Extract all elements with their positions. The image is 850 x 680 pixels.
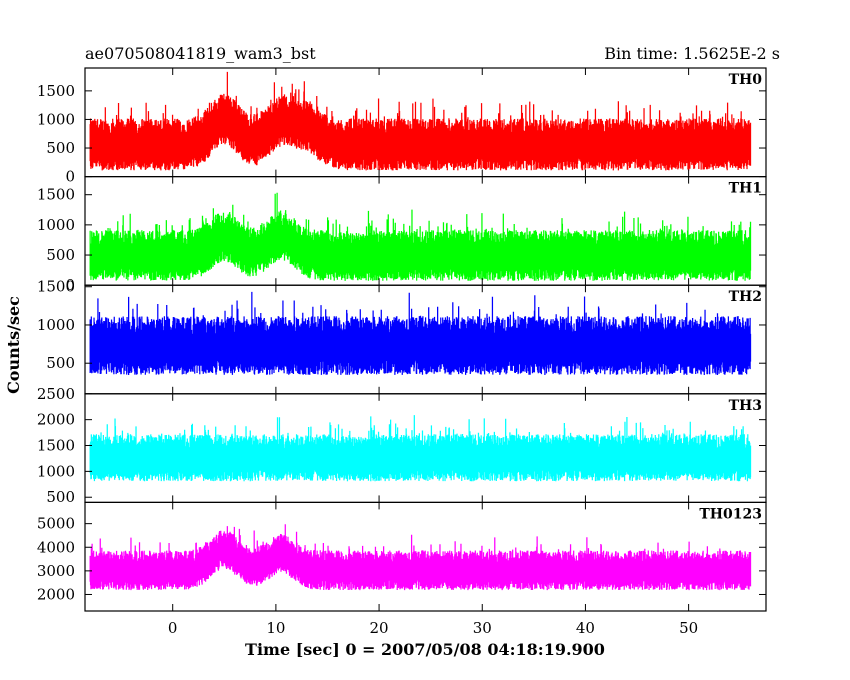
y-tick-label: 1500 xyxy=(37,437,75,455)
y-tick-label: 1500 xyxy=(37,186,75,204)
x-axis: 0 10 20 30 40 50 xyxy=(168,619,698,637)
series-th2 xyxy=(89,291,752,375)
y-tick-label: 500 xyxy=(46,246,75,264)
y-tick-label: 1500 xyxy=(37,82,75,100)
y-tick-label: 500 xyxy=(46,139,75,157)
y-tick-label: 5000 xyxy=(37,515,75,533)
y-tick-label: 1000 xyxy=(37,110,75,128)
chart-title: ae070508041819_wam3_bst xyxy=(85,44,316,63)
panel-th1: 0 500 1000 1500 TH1 xyxy=(37,176,767,294)
panel-label-th0: TH0 xyxy=(729,72,763,88)
x-tick-label: 50 xyxy=(679,619,698,637)
bin-time-label: Bin time: 1.5625E-2 s xyxy=(604,44,780,63)
y-tick-label: 500 xyxy=(46,354,75,372)
panel-th0: 0 500 1000 1500 TH0 xyxy=(37,67,767,186)
y-tick-label: 0 xyxy=(65,168,75,186)
x-tick-label: 0 xyxy=(168,619,178,637)
series-th3 xyxy=(89,415,752,482)
y-tick-label: 500 xyxy=(46,488,75,506)
x-tick-label: 30 xyxy=(473,619,492,637)
series-th0123 xyxy=(89,524,752,591)
y-tick-label: 1000 xyxy=(37,462,75,480)
panel-th0123: 2000 3000 4000 5000 TH0123 xyxy=(37,501,767,612)
y-tick-label: 0 xyxy=(65,276,75,294)
panel-label-th0123: TH0123 xyxy=(699,506,762,522)
x-tick-label: 10 xyxy=(266,619,285,637)
panels-group: 0 500 1000 1500 TH0 0 500 1000 1500 TH1 500 1000 150… xyxy=(37,67,767,612)
series-th0 xyxy=(89,71,752,171)
y-tick-label: 1000 xyxy=(37,216,75,234)
panel-label-th2: TH2 xyxy=(729,289,762,305)
panel-frame xyxy=(84,501,767,612)
y-tick-label: 2000 xyxy=(37,585,75,603)
y-tick-label: 2500 xyxy=(37,385,75,403)
y-tick-label: 3000 xyxy=(37,562,75,580)
series-th1 xyxy=(89,192,752,281)
panel-label-th1: TH1 xyxy=(729,181,762,197)
x-tick-label: 40 xyxy=(576,619,595,637)
panel-th3: 500 1000 1500 2000 2500 TH3 xyxy=(37,385,767,506)
y-tick-label: 1500 xyxy=(37,278,75,296)
y-tick-label: 1000 xyxy=(37,316,75,334)
y-tick-label: 2000 xyxy=(37,411,75,429)
panel-label-th3: TH3 xyxy=(729,398,762,414)
y-axis-title: Counts/sec xyxy=(4,296,23,394)
y-tick-label: 4000 xyxy=(37,538,75,556)
panel-th2: 500 1000 1500 TH2 xyxy=(37,278,767,395)
x-tick-label: 20 xyxy=(370,619,389,637)
x-axis-title: Time [sec] 0 = 2007/05/08 04:18:19.900 xyxy=(245,640,605,659)
